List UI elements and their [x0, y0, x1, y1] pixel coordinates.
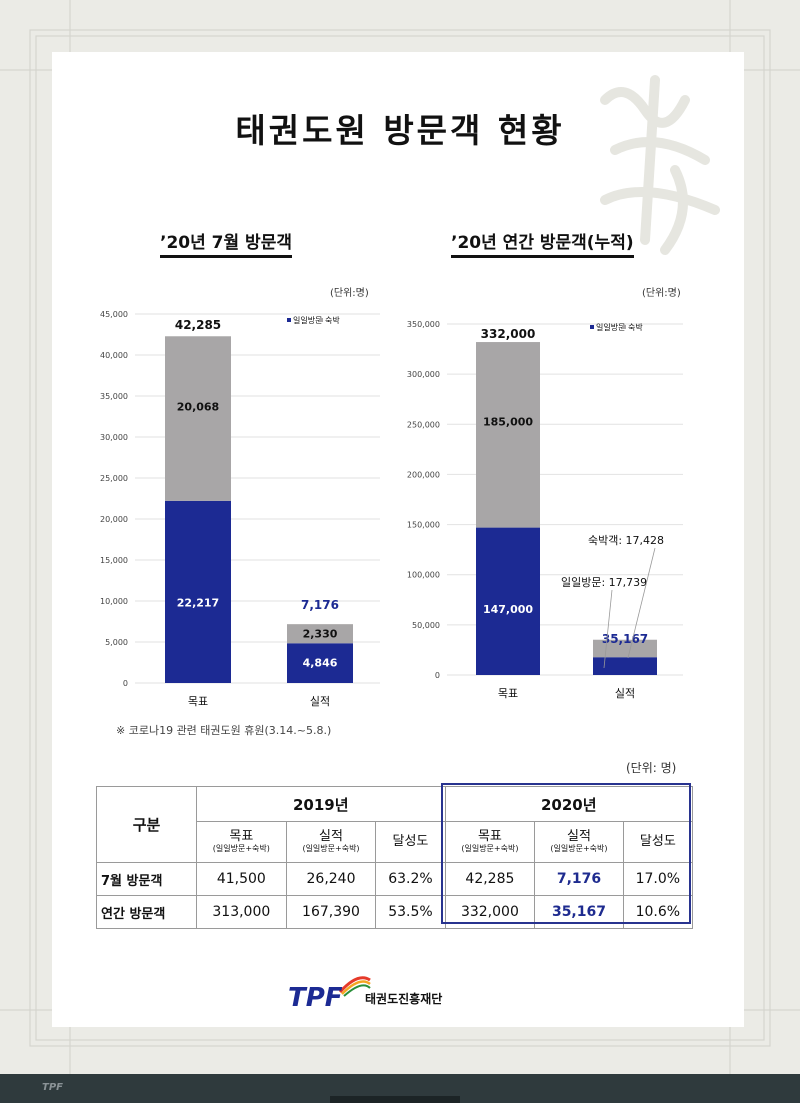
cell: 17.0%	[622, 862, 694, 896]
table-subheader-achieve-2019: 달성도	[375, 821, 446, 863]
cell: 26,240	[285, 862, 377, 896]
cell: 10.6%	[622, 895, 694, 929]
table-row: 연간 방문객 313,000 167,390 53.5% 332,000 35,…	[96, 895, 694, 929]
chart2-title: ’20년 연간 방문객(누적)	[451, 228, 634, 258]
table-subheader-target-2020: 목표 (일일방문+숙박)	[444, 821, 536, 863]
tpf-logo: TPF	[288, 976, 371, 1010]
table-row: 7월 방문객 41,500 26,240 63.2% 42,285 7,176 …	[96, 862, 694, 896]
table-header-gubun: 구분	[96, 786, 197, 863]
table-header-2019: 2019년	[196, 786, 446, 822]
table-subheader-achieve-2020: 달성도	[622, 821, 694, 863]
table-subheader-target-2019: 목표 (일일방문+숙박)	[196, 821, 287, 863]
row-label: 연간 방문객	[96, 895, 197, 929]
footer-logo: TPF	[42, 1082, 63, 1093]
table-subheader-actual-2019: 실적 (일일방문+숙박)	[285, 821, 377, 863]
covid-note: ※ 코로나19 관련 태권도원 휴원(3.14.~5.8.)	[116, 724, 332, 737]
cell: 53.5%	[375, 895, 446, 929]
page-title: 태권도원 방문객 현황	[235, 111, 565, 150]
cell: 42,285	[444, 862, 536, 896]
chart1-title: ’20년 7월 방문객	[160, 228, 292, 258]
cell: 332,000	[444, 895, 536, 929]
table-subheader-actual-2020: 실적 (일일방문+숙박)	[534, 821, 624, 863]
chart1-unit: (단위:명)	[330, 288, 369, 299]
cell: 313,000	[196, 895, 287, 929]
chart2-unit: (단위:명)	[642, 288, 681, 299]
cell-highlight: 7,176	[534, 862, 624, 896]
cell: 41,500	[196, 862, 287, 896]
footer-tab	[330, 1096, 460, 1103]
row-label: 7월 방문객	[96, 862, 197, 896]
table-header-2020: 2020년	[444, 786, 694, 822]
stats-table: 구분 2019년 2020년 목표 (일일방문+숙박) 실적 (일일방문+숙박) 달…	[96, 786, 694, 929]
table-unit: (단위: 명)	[626, 761, 677, 775]
calligraphy-watermark	[600, 75, 720, 255]
cell: 167,390	[285, 895, 377, 929]
org-name: 태권도진흥재단	[365, 992, 443, 1006]
cell: 63.2%	[375, 862, 446, 896]
cell-highlight: 35,167	[534, 895, 624, 929]
tpf-logo-mark: TPF	[288, 983, 343, 1010]
